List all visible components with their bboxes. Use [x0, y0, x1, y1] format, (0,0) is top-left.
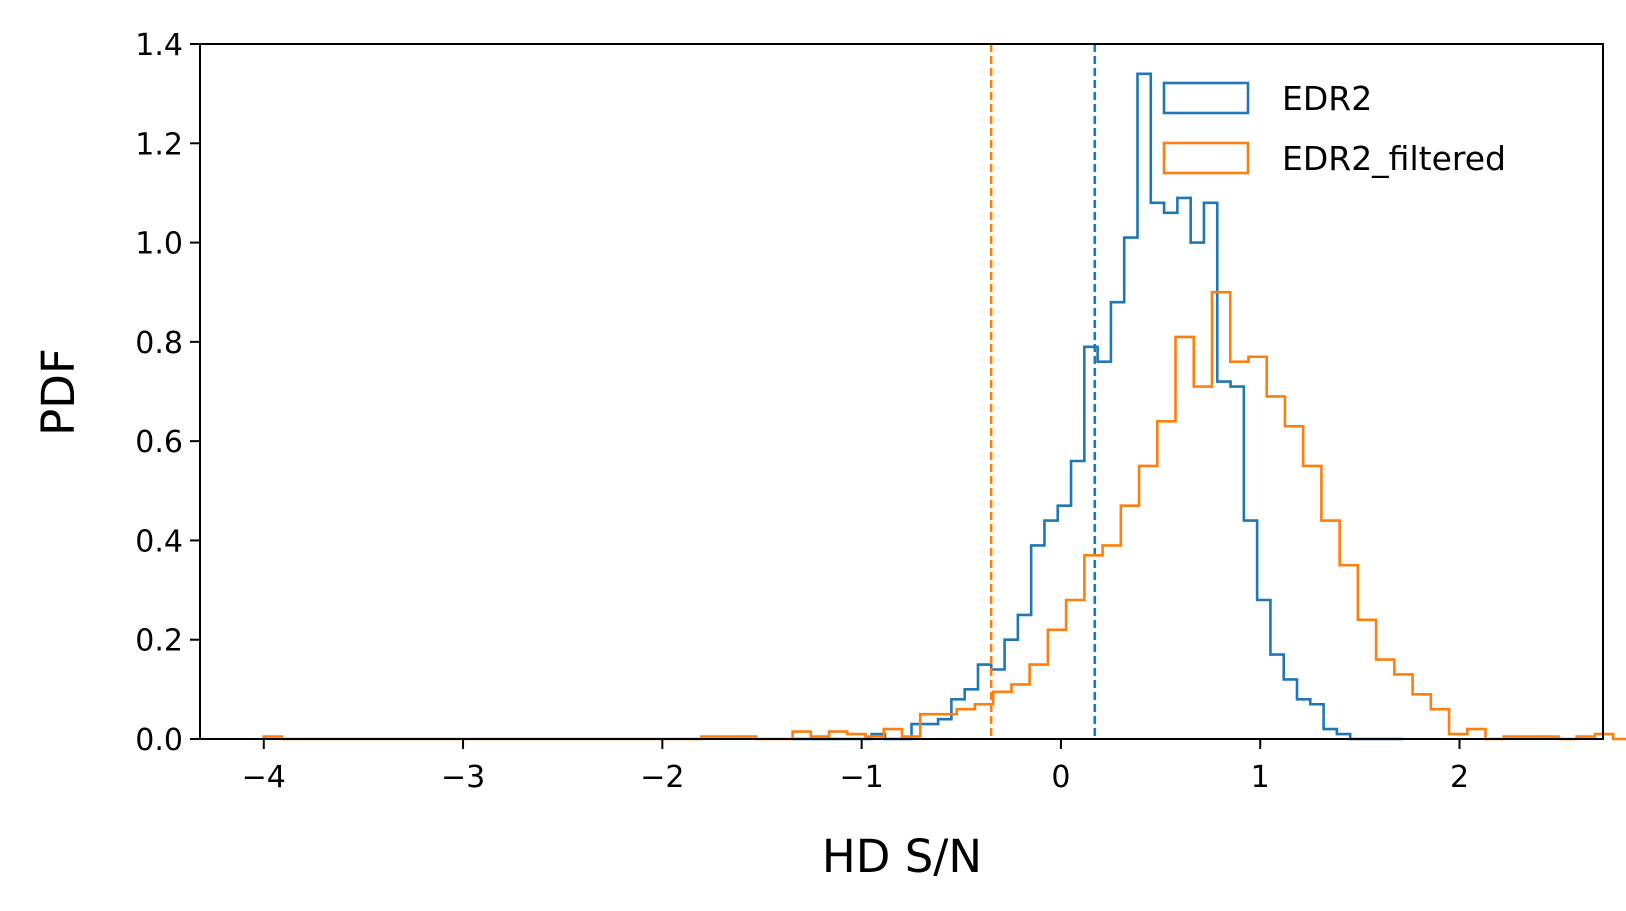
x-tick-label: −4 [242, 760, 286, 795]
legend-label-edr2-filtered: EDR2_filtered [1282, 139, 1506, 178]
x-tick-label: −1 [840, 760, 884, 795]
y-axis-label: PDF [32, 348, 85, 436]
x-tick-label: 1 [1251, 760, 1270, 795]
legend-swatch-edr2 [1162, 81, 1250, 115]
plot-frame [199, 43, 1604, 740]
y-tick-label: 1.4 [135, 28, 183, 63]
x-tick-label: −2 [640, 760, 684, 795]
y-tick-label: 0.6 [135, 425, 183, 460]
histogram-step-edr2 [791, 72, 1404, 741]
legend-swatch-edr2-filtered [1162, 141, 1250, 175]
x-axis-label: HD S/N [822, 830, 982, 883]
legend-label-edr2: EDR2 [1282, 79, 1372, 118]
y-tick-label: 0.8 [135, 326, 183, 361]
y-axis: 0.0 0.2 0.4 0.6 0.8 1.0 1.2 1.4 [135, 28, 200, 758]
x-axis: −4 −3 −2 −1 0 1 2 [242, 739, 1469, 795]
y-tick-label: 0.4 [135, 524, 183, 559]
legend: EDR2 EDR2_filtered [1162, 79, 1506, 178]
y-tick-label: 0.2 [135, 624, 183, 659]
y-tick-label: 1.2 [135, 127, 183, 162]
x-tick-label: 2 [1450, 760, 1469, 795]
x-tick-label: −3 [441, 760, 485, 795]
y-tick-label: 1.0 [135, 227, 183, 262]
x-tick-label: 0 [1051, 760, 1070, 795]
y-tick-label: 0.0 [135, 723, 183, 758]
